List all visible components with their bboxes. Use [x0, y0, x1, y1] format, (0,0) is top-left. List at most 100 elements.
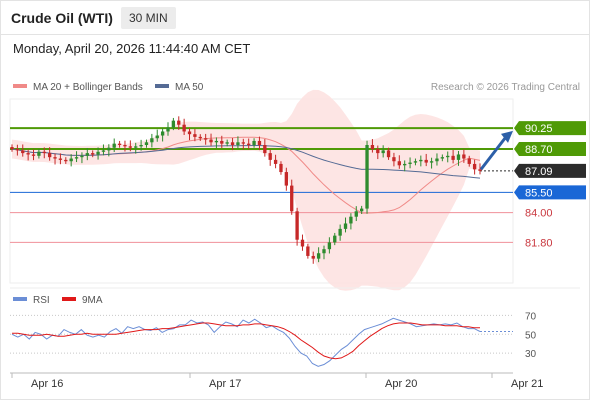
- instrument-title: Crude Oil (WTI): [11, 10, 113, 26]
- candle: [435, 153, 439, 166]
- candle: [419, 155, 423, 167]
- candle: [397, 155, 401, 169]
- candle: [279, 161, 283, 175]
- candle: [446, 151, 450, 163]
- candle: [408, 157, 412, 169]
- candle-body: [80, 155, 84, 158]
- candle-body: [101, 150, 106, 152]
- candle-body: [451, 155, 455, 160]
- level-tag-bg: [514, 121, 586, 136]
- candle: [166, 122, 170, 136]
- candle: [203, 133, 208, 145]
- candle: [150, 133, 154, 148]
- candle: [37, 149, 41, 159]
- candle: [268, 149, 272, 166]
- timeframe-button[interactable]: 30 MIN: [121, 7, 176, 29]
- candle: [236, 136, 240, 149]
- candle: [472, 159, 477, 175]
- candle: [171, 117, 176, 131]
- candle-body: [214, 140, 219, 143]
- candle: [193, 129, 197, 142]
- candle: [74, 151, 79, 163]
- candle-body: [177, 120, 181, 125]
- candle-body: [462, 154, 466, 159]
- candle-body: [333, 235, 337, 243]
- x-axis-label: Apr 21: [511, 378, 543, 390]
- candle: [128, 140, 133, 152]
- level-tag-bg: [514, 185, 586, 200]
- candle: [177, 116, 181, 130]
- candle: [10, 144, 14, 152]
- candle-body: [268, 153, 272, 160]
- candle: [252, 138, 256, 148]
- level-tag-text: 88.70: [525, 144, 553, 156]
- candle-body: [155, 135, 159, 139]
- candle: [392, 152, 396, 167]
- candle: [214, 137, 219, 149]
- candle-body: [37, 151, 41, 156]
- candle-body: [144, 142, 149, 145]
- candle-body: [338, 228, 342, 236]
- level-label-support: 81.80: [525, 237, 553, 249]
- candle: [101, 144, 106, 156]
- candle-body: [85, 153, 89, 156]
- candle: [107, 144, 111, 157]
- candle-body: [300, 239, 305, 247]
- rsi-ma-legend-swatch: [62, 297, 76, 301]
- candle-body: [160, 131, 165, 136]
- candle-body: [370, 145, 375, 150]
- candle-body: [279, 163, 283, 173]
- candle-body: [365, 145, 369, 209]
- level-tag-text: 87.09: [525, 166, 553, 178]
- candle-body: [343, 223, 348, 229]
- candle-body: [354, 211, 358, 217]
- candle: [209, 133, 213, 146]
- candle-body: [295, 211, 299, 240]
- candle: [15, 144, 20, 156]
- candle: [47, 147, 52, 161]
- rsi-line: [11, 317, 481, 367]
- rsi-ma-legend-label: 9MA: [82, 295, 103, 306]
- level-tag-bg: [514, 163, 586, 178]
- candle-body: [10, 147, 14, 150]
- candle-body: [112, 143, 116, 148]
- candle: [467, 155, 471, 167]
- candle-body: [413, 161, 418, 163]
- candle-body: [53, 157, 57, 159]
- level-tag-resistance: 90.25: [514, 121, 586, 136]
- candle: [134, 142, 138, 154]
- candle-body: [446, 155, 450, 158]
- candle: [230, 137, 235, 151]
- candle: [64, 157, 68, 164]
- candle: [225, 139, 229, 147]
- candle: [386, 147, 391, 160]
- candle: [311, 251, 315, 264]
- candle-body: [187, 131, 192, 135]
- candle: [403, 160, 407, 172]
- candle: [160, 127, 165, 142]
- candle: [139, 139, 143, 151]
- candle-body: [403, 163, 407, 166]
- candle: [273, 154, 278, 169]
- candle: [155, 129, 159, 142]
- candle: [247, 138, 251, 150]
- candle-body: [252, 140, 256, 145]
- candle-body: [247, 143, 251, 145]
- candle-body: [134, 146, 138, 148]
- candle-body: [47, 153, 52, 158]
- candle-body: [456, 154, 461, 160]
- price-plot-border: [9, 98, 514, 284]
- candle-body: [327, 242, 332, 250]
- candle: [440, 154, 445, 162]
- candle: [376, 145, 380, 160]
- candle: [241, 138, 245, 150]
- candle: [413, 158, 418, 166]
- candle-body: [322, 249, 326, 254]
- candle: [451, 149, 455, 164]
- candle-body: [386, 150, 391, 158]
- candle: [365, 140, 369, 214]
- candle-body: [209, 139, 213, 143]
- candle-body: [397, 161, 401, 166]
- candle-body: [69, 158, 73, 162]
- candle: [462, 149, 466, 163]
